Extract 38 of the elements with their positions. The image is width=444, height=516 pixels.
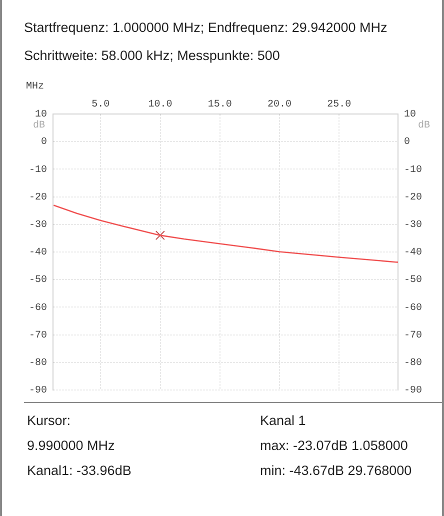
y-tick-label: -60 [28,302,47,314]
y-tick-label: -50 [28,275,47,286]
y-axis-title: dB [32,120,45,132]
y2-tick-label: 0 [404,137,410,148]
text: min: -43.67dB 29.768000 [260,463,413,478]
y2-tick-label: -40 [404,248,422,259]
y-tick-label: 10 [34,110,47,121]
y2-tick-label: -70 [404,330,422,342]
y2-tick-label: -90 [404,386,422,397]
y2-tick-label: -30 [404,220,422,232]
x-tick-label: 20.0 [267,100,292,111]
text: Kanal 1 [260,413,307,428]
x-axis-title: MHz [26,82,44,93]
y2-tick-label: -20 [404,192,422,204]
chart-subtitle: Schrittweite: 58.000 kHz; Messpunkte: 500 [24,47,281,65]
y2-tick-label: -50 [404,275,422,286]
y-tick-label: -30 [28,220,47,232]
y2-tick-label: 10 [404,110,416,121]
text: Kanal1: -33.96dB [27,463,132,478]
y-tick-label: -10 [28,164,47,176]
text: Kursor: [27,413,72,428]
text: max: -23.07dB 1.058000 [260,438,409,453]
text: 9.990000 MHz [27,438,116,453]
y-tick-label: -80 [28,358,47,370]
x-tick-label: 5.0 [92,100,110,111]
y-tick-label: -20 [28,192,47,204]
y2-tick-label: -60 [404,302,422,314]
y-tick-label: -90 [28,386,47,397]
y-tick-label: 0 [40,137,47,148]
y-tick-label: -70 [28,330,47,342]
x-tick-label: 25.0 [327,100,352,111]
y2-tick-label: -10 [404,164,422,176]
x-tick-label: 15.0 [208,100,232,111]
y2-tick-label: -80 [404,358,422,370]
y-tick-label: -40 [28,248,47,259]
text: dB [418,120,430,132]
chart-title: Startfrequenz: 1.000000 MHz; Endfrequenz: 29.942000 MHz [24,19,388,37]
x-tick-label: 10.0 [148,100,172,111]
